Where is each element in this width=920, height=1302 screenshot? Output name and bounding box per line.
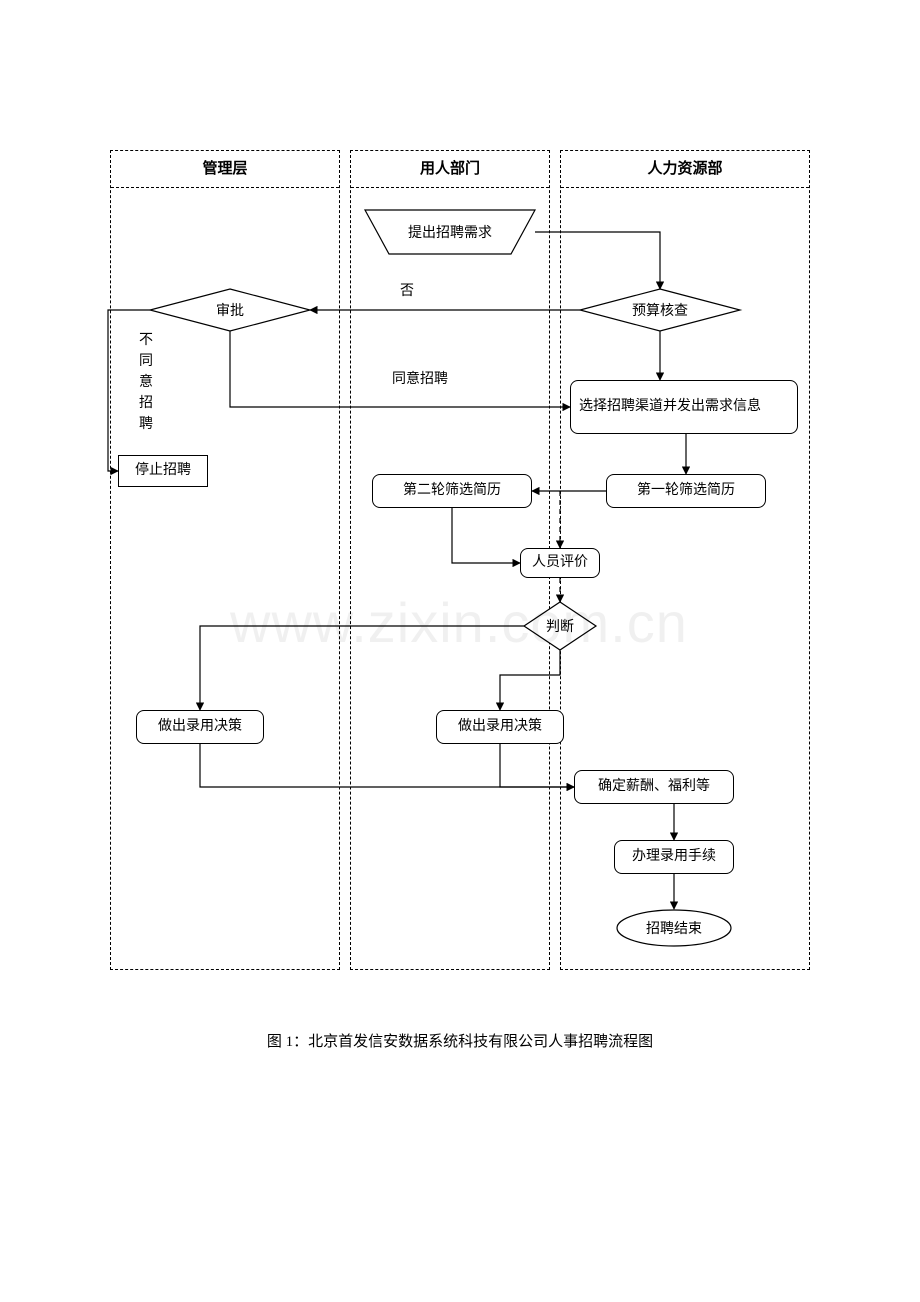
node-screen1-text: 第一轮筛选简历 — [637, 482, 735, 501]
node-eval: 人员评价 — [520, 548, 600, 578]
node-hire-mgmt-text: 做出录用决策 — [158, 718, 242, 737]
edge-label-agree: 同意招聘 — [392, 368, 448, 388]
edge-label-no: 否 — [400, 280, 414, 300]
node-eval-text: 人员评价 — [532, 554, 588, 573]
node-stop: 停止招聘 — [118, 455, 208, 487]
node-judge: 判断 — [524, 602, 596, 650]
node-request: 提出招聘需求 — [365, 210, 535, 254]
lane-management: 管理层 — [110, 150, 340, 970]
node-screen1: 第一轮筛选简历 — [606, 474, 766, 508]
node-comp-text: 确定薪酬、福利等 — [598, 778, 710, 797]
node-request-text: 提出招聘需求 — [408, 225, 492, 241]
node-hire-dept: 做出录用决策 — [436, 710, 564, 744]
node-comp: 确定薪酬、福利等 — [574, 770, 734, 804]
flowchart-canvas: 管理层 用人部门 人力资源部 — [0, 0, 920, 1302]
node-end: 招聘结束 — [616, 909, 732, 947]
node-budget-text: 预算核查 — [632, 303, 688, 319]
node-end-text: 招聘结束 — [646, 921, 702, 937]
node-screen2: 第二轮筛选简历 — [372, 474, 532, 508]
figure-caption: 图 1：北京首发信安数据系统科技有限公司人事招聘流程图 — [0, 1030, 920, 1051]
node-judge-text: 判断 — [546, 619, 574, 635]
node-channel-text: 选择招聘渠道并发出需求信息 — [579, 398, 761, 417]
node-hire-dept-text: 做出录用决策 — [458, 718, 542, 737]
edge-label-disagree: 不同意招聘 — [138, 330, 154, 435]
node-hire-mgmt: 做出录用决策 — [136, 710, 264, 744]
node-approve: 审批 — [150, 289, 310, 331]
node-proc-text: 办理录用手续 — [632, 848, 716, 867]
node-budget: 预算核查 — [580, 289, 740, 331]
node-proc: 办理录用手续 — [614, 840, 734, 874]
node-screen2-text: 第二轮筛选简历 — [403, 482, 501, 501]
lane-header-hr: 人力资源部 — [561, 151, 809, 188]
lane-header-department: 用人部门 — [351, 151, 549, 188]
lane-header-management: 管理层 — [111, 151, 339, 188]
node-stop-text: 停止招聘 — [135, 462, 191, 481]
node-channel: 选择招聘渠道并发出需求信息 — [570, 380, 798, 434]
node-approve-text: 审批 — [216, 303, 244, 319]
